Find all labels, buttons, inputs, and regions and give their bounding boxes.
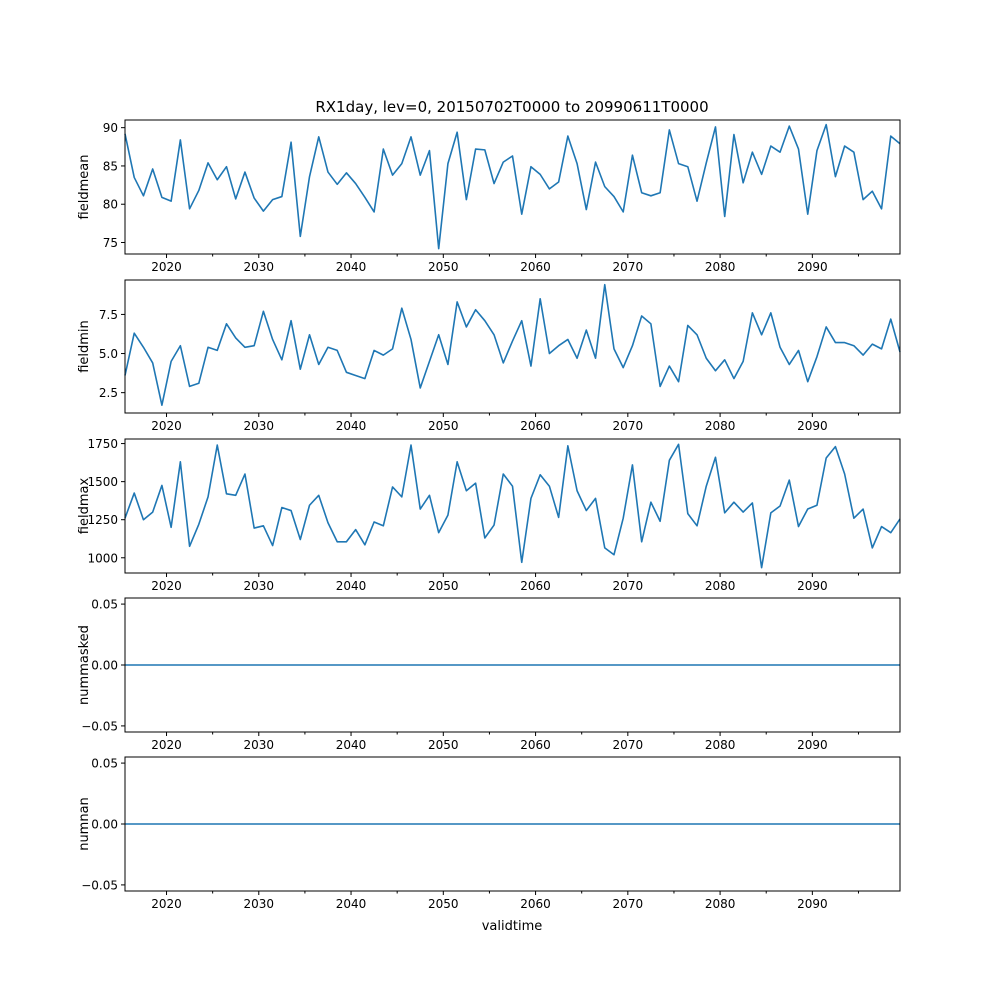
x-tick-label: 2030 — [244, 897, 275, 911]
y-tick-label: 1250 — [87, 513, 118, 527]
x-tick-label: 2060 — [520, 897, 551, 911]
x-tick-label: 2070 — [613, 419, 644, 433]
x-tick-label: 2050 — [428, 419, 459, 433]
subplot-nummasked: −0.05 0.00 0.05 2020 2030 2040 2050 2060 2070 208… — [77, 597, 901, 752]
x-tick-label: 2090 — [797, 419, 828, 433]
x-tick-label: 2050 — [428, 260, 459, 274]
x-tick-label: 2080 — [705, 260, 736, 274]
y-tick-label: 85 — [103, 159, 118, 173]
x-tick-label: 2020 — [151, 738, 182, 752]
x-tick-label: 2030 — [244, 419, 275, 433]
subplot-numnan: −0.05 0.00 0.05 2020 2030 2040 2050 2060 2070 208… — [77, 756, 901, 911]
y-axis-label-numnan: numnan — [77, 797, 92, 851]
x-tick-label: 2090 — [797, 260, 828, 274]
y-tick-label: 90 — [103, 121, 118, 135]
axes-frame — [124, 119, 901, 255]
x-tick-label: 2060 — [520, 579, 551, 593]
y-tick-label: 1000 — [87, 551, 118, 565]
x-tick-label: 2070 — [613, 897, 644, 911]
x-tick-label: 2030 — [244, 260, 275, 274]
y-tick-label: 0.00 — [91, 659, 118, 673]
x-tick-label: 2090 — [797, 897, 828, 911]
x-tick-label: 2040 — [336, 738, 367, 752]
x-tick-label: 2050 — [428, 897, 459, 911]
y-tick-label: 0.05 — [91, 598, 118, 612]
x-tick-label: 2020 — [151, 579, 182, 593]
x-tick-label: 2050 — [428, 738, 459, 752]
y-tick-label: −0.05 — [81, 878, 118, 892]
y-tick-label: 7.5 — [99, 308, 118, 322]
y-axis-label-fieldmean: fieldmean — [77, 155, 92, 220]
x-tick-label: 2020 — [151, 260, 182, 274]
x-tick-label: 2060 — [520, 260, 551, 274]
y-axis-label-fieldmin: fieldmin — [77, 320, 92, 373]
y-tick-label: 0.00 — [91, 818, 118, 832]
x-tick-label: 2030 — [244, 579, 275, 593]
x-tick-label: 2040 — [336, 579, 367, 593]
y-tick-label: −0.05 — [81, 719, 118, 733]
subplot-fieldmax: 1000 1250 1500 1750 2020 2030 2040 2050 2060 2070… — [77, 437, 901, 593]
y-axis-label-fieldmax: fieldmax — [77, 478, 92, 535]
x-tick-label: 2090 — [797, 738, 828, 752]
series-line-fieldmax — [124, 443, 901, 569]
series-line-fieldmin — [124, 283, 901, 406]
y-tick-label: 1750 — [87, 437, 118, 451]
x-axis-label: validtime — [482, 919, 543, 934]
series-line-fieldmean — [124, 123, 901, 250]
x-tick-label: 2030 — [244, 738, 275, 752]
x-tick-label: 2080 — [705, 579, 736, 593]
subplots: 75 80 85 90 2020 2030 2040 2050 2060 2070 2080 2090… — [77, 119, 901, 911]
x-tick-label: 2060 — [520, 419, 551, 433]
x-tick-label: 2080 — [705, 738, 736, 752]
y-tick-label: 1500 — [87, 475, 118, 489]
chart-title: RX1day, lev=0, 20150702T0000 to 20990611… — [315, 98, 708, 116]
x-tick-label: 2090 — [797, 579, 828, 593]
x-tick-label: 2060 — [520, 738, 551, 752]
subplot-fieldmean: 75 80 85 90 2020 2030 2040 2050 2060 2070 2080 2090… — [77, 119, 901, 274]
x-tick-label: 2040 — [336, 419, 367, 433]
y-tick-label: 75 — [103, 236, 118, 250]
x-tick-label: 2080 — [705, 419, 736, 433]
subplot-fieldmin: 2.5 5.0 7.5 2020 2030 2040 2050 2060 2070 2080 209… — [77, 279, 901, 433]
x-tick-label: 2070 — [613, 260, 644, 274]
y-axis-label-nummasked: nummasked — [77, 625, 92, 705]
axes-frame — [124, 279, 901, 414]
x-tick-label: 2040 — [336, 897, 367, 911]
axes-frame — [124, 438, 901, 574]
x-tick-label: 2040 — [336, 260, 367, 274]
x-tick-label: 2020 — [151, 419, 182, 433]
x-tick-label: 2020 — [151, 897, 182, 911]
y-tick-label: 5.0 — [99, 347, 118, 361]
x-tick-label: 2050 — [428, 579, 459, 593]
y-tick-label: 0.05 — [91, 757, 118, 771]
y-tick-label: 2.5 — [99, 386, 118, 400]
x-tick-label: 2080 — [705, 897, 736, 911]
y-tick-label: 80 — [103, 198, 118, 212]
x-tick-label: 2070 — [613, 579, 644, 593]
x-tick-label: 2070 — [613, 738, 644, 752]
